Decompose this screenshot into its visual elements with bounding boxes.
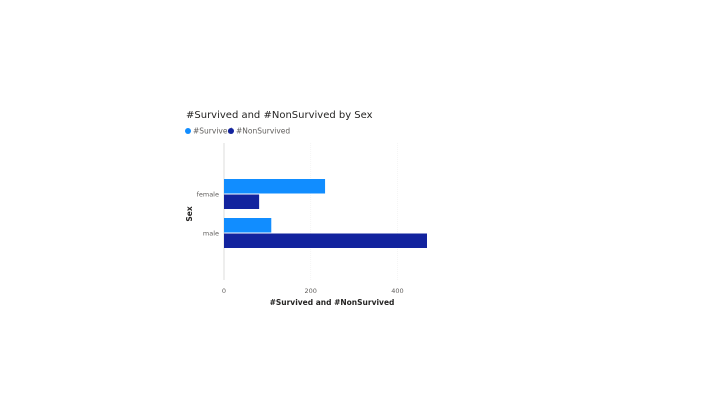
y-category-label: male bbox=[203, 230, 219, 238]
legend[interactable]: #Survived #NonSurvived bbox=[185, 127, 290, 136]
bar-female-survived[interactable] bbox=[224, 179, 326, 194]
bars bbox=[224, 179, 427, 248]
bar-female-nonsurvived[interactable] bbox=[224, 194, 260, 210]
bar-male-nonsurvived[interactable] bbox=[224, 233, 427, 249]
x-tick-label: 0 bbox=[222, 287, 226, 295]
legend-label-nonsurvived: #NonSurvived bbox=[236, 127, 290, 136]
legend-swatch-survived bbox=[185, 128, 191, 134]
x-axis-title: #Survived and #NonSurvived bbox=[270, 298, 395, 307]
gridlines bbox=[223, 143, 398, 280]
legend-swatch-nonsurvived bbox=[228, 128, 234, 134]
x-tick-label: 400 bbox=[391, 287, 403, 295]
y-axis-categories: female male bbox=[197, 191, 219, 238]
x-axis-ticks: 0 200 400 bbox=[222, 287, 404, 295]
y-axis-title: Sex bbox=[185, 206, 194, 221]
bar-male-survived[interactable] bbox=[224, 218, 272, 233]
y-category-label: female bbox=[197, 191, 219, 199]
chart-title: #Survived and #NonSurvived by Sex bbox=[186, 110, 373, 121]
legend-label-survived: #Survived bbox=[193, 127, 232, 136]
x-tick-label: 200 bbox=[305, 287, 317, 295]
